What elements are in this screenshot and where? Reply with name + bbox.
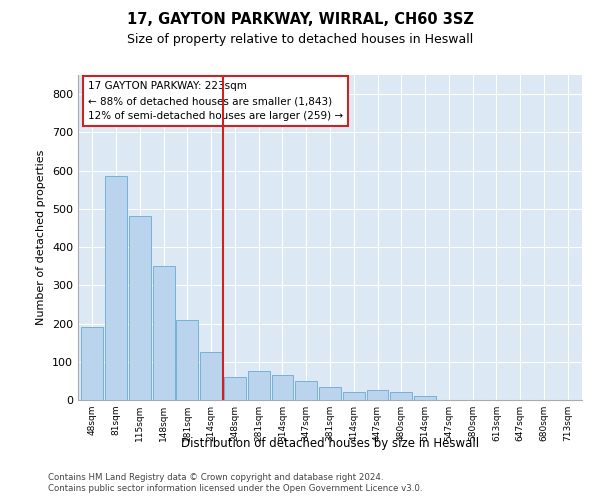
Text: Contains HM Land Registry data © Crown copyright and database right 2024.: Contains HM Land Registry data © Crown c…	[48, 472, 383, 482]
Bar	[82, 328, 103, 400]
Bar	[176, 320, 198, 400]
Bar	[129, 216, 151, 400]
Bar	[272, 375, 293, 400]
Bar	[248, 372, 269, 400]
Bar	[319, 386, 341, 400]
Y-axis label: Number of detached properties: Number of detached properties	[37, 150, 46, 325]
Text: 17 GAYTON PARKWAY: 223sqm
← 88% of detached houses are smaller (1,843)
12% of se: 17 GAYTON PARKWAY: 223sqm ← 88% of detac…	[88, 82, 343, 121]
Bar	[391, 392, 412, 400]
Bar	[295, 381, 317, 400]
Text: Size of property relative to detached houses in Heswall: Size of property relative to detached ho…	[127, 32, 473, 46]
Bar	[200, 352, 222, 400]
Bar	[152, 266, 175, 400]
Bar	[224, 377, 246, 400]
Text: Contains public sector information licensed under the Open Government Licence v3: Contains public sector information licen…	[48, 484, 422, 493]
Bar	[367, 390, 388, 400]
Text: 17, GAYTON PARKWAY, WIRRAL, CH60 3SZ: 17, GAYTON PARKWAY, WIRRAL, CH60 3SZ	[127, 12, 473, 28]
Bar	[414, 396, 436, 400]
Bar	[105, 176, 127, 400]
Bar	[343, 392, 365, 400]
Text: Distribution of detached houses by size in Heswall: Distribution of detached houses by size …	[181, 438, 479, 450]
